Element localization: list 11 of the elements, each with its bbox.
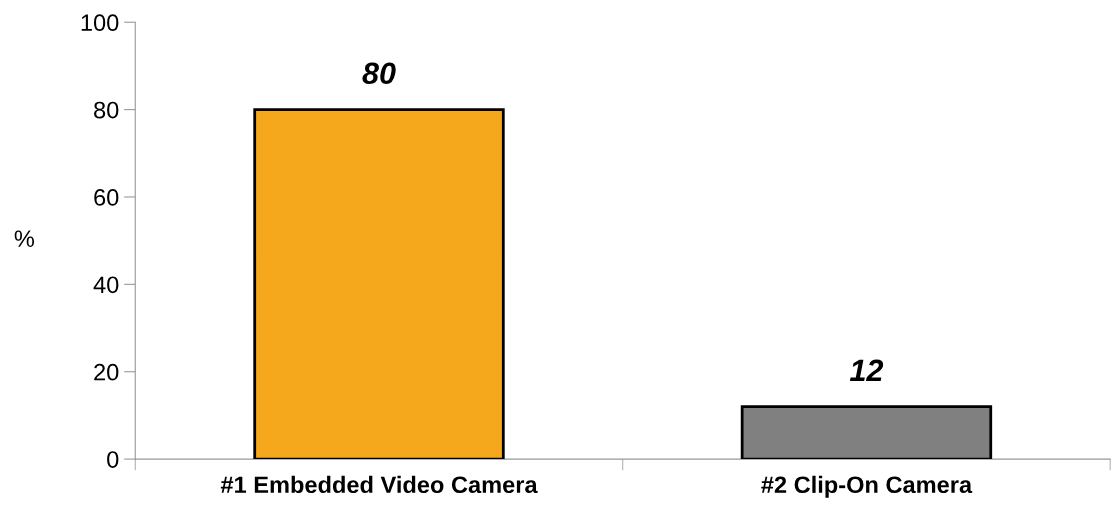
data-label: 80 <box>362 62 396 85</box>
x-tick-label: #2 Clip-On Camera <box>761 475 973 498</box>
x-tick-label: #1 Embedded Video Camera <box>220 475 538 494</box>
y-tick-label: 0 <box>107 451 119 468</box>
y-tick-label: 100 <box>81 14 119 32</box>
y-tick-label: 40 <box>93 276 119 294</box>
y-axis-title: % <box>14 230 35 247</box>
y-tick-label: 20 <box>94 363 119 381</box>
y-tick-label: 60 <box>94 189 119 206</box>
data-label: 12 <box>849 359 884 381</box>
y-tick-label: 80 <box>94 101 119 119</box>
